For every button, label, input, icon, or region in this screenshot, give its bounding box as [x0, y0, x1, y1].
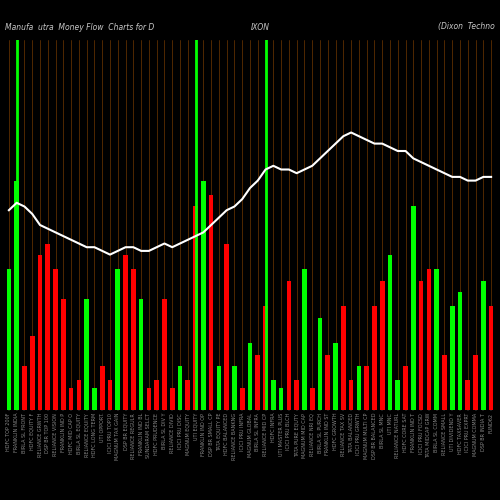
- Bar: [30, 336, 34, 410]
- Bar: [481, 280, 486, 410]
- Bar: [146, 388, 151, 410]
- Bar: [341, 306, 345, 410]
- Bar: [286, 280, 291, 410]
- Bar: [466, 380, 470, 410]
- Bar: [450, 306, 454, 410]
- Bar: [333, 344, 338, 410]
- Bar: [271, 380, 276, 410]
- Bar: [263, 306, 268, 410]
- Bar: [411, 206, 416, 410]
- Bar: [154, 380, 159, 410]
- Bar: [92, 388, 97, 410]
- Bar: [294, 380, 299, 410]
- Bar: [123, 254, 128, 410]
- Bar: [356, 366, 361, 410]
- Bar: [380, 280, 384, 410]
- Bar: [240, 388, 244, 410]
- Bar: [318, 318, 322, 410]
- Bar: [396, 380, 400, 410]
- Text: Manufa  utra  Money Flow  Charts for D: Manufa utra Money Flow Charts for D: [5, 22, 154, 32]
- Bar: [326, 354, 330, 410]
- Bar: [53, 270, 58, 410]
- Bar: [69, 388, 73, 410]
- Bar: [310, 388, 314, 410]
- Bar: [84, 299, 89, 410]
- Bar: [364, 366, 369, 410]
- Bar: [76, 380, 81, 410]
- Bar: [419, 280, 424, 410]
- Bar: [248, 344, 252, 410]
- Bar: [46, 244, 50, 410]
- Bar: [131, 270, 136, 410]
- Bar: [473, 354, 478, 410]
- Bar: [388, 254, 392, 410]
- Bar: [170, 388, 174, 410]
- Bar: [139, 299, 143, 410]
- Bar: [186, 380, 190, 410]
- Bar: [426, 270, 431, 410]
- Bar: [442, 354, 447, 410]
- Text: (Dixon  Techno: (Dixon Techno: [438, 22, 495, 32]
- Bar: [302, 270, 307, 410]
- Bar: [178, 366, 182, 410]
- Bar: [489, 306, 494, 410]
- Bar: [224, 244, 229, 410]
- Bar: [116, 270, 120, 410]
- Bar: [162, 299, 167, 410]
- Bar: [209, 196, 214, 410]
- Bar: [256, 354, 260, 410]
- Bar: [14, 180, 19, 410]
- Bar: [22, 366, 27, 410]
- Bar: [201, 180, 205, 410]
- Bar: [193, 206, 198, 410]
- Bar: [279, 388, 283, 410]
- Bar: [216, 366, 221, 410]
- Bar: [372, 306, 377, 410]
- Bar: [100, 366, 104, 410]
- Bar: [349, 380, 354, 410]
- Bar: [38, 254, 43, 410]
- Text: IXON: IXON: [250, 22, 270, 32]
- Bar: [232, 366, 237, 410]
- Bar: [434, 270, 439, 410]
- Bar: [6, 270, 11, 410]
- Bar: [458, 292, 462, 410]
- Bar: [403, 366, 408, 410]
- Bar: [108, 380, 112, 410]
- Bar: [61, 299, 66, 410]
